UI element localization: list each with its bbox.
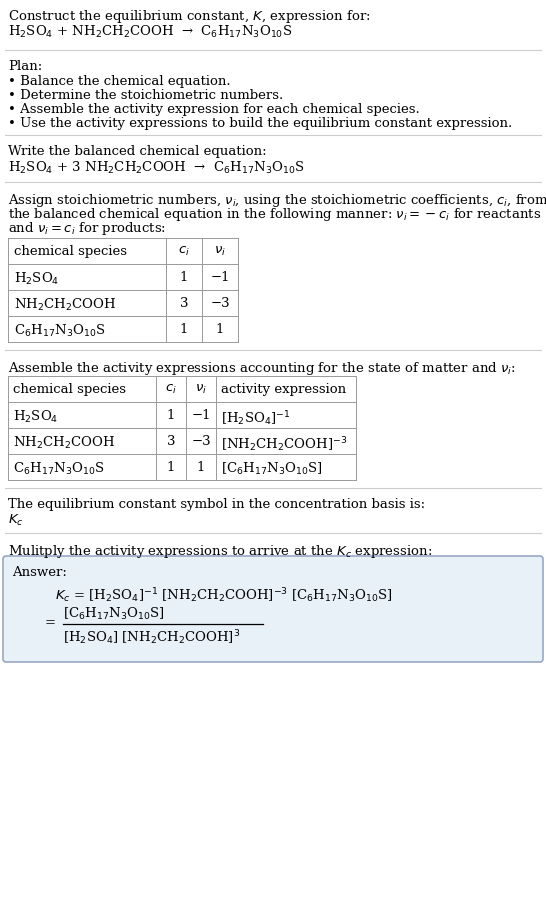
Text: H$_2$SO$_4$ + NH$_2$CH$_2$COOH  →  C$_6$H$_{17}$N$_3$O$_{10}$S: H$_2$SO$_4$ + NH$_2$CH$_2$COOH → C$_6$H$… [8, 24, 292, 41]
Text: Answer:: Answer: [12, 566, 67, 579]
Text: $K_c$ = [H$_2$SO$_4$]$^{-1}$ [NH$_2$CH$_2$COOH]$^{-3}$ [C$_6$H$_{17}$N$_3$O$_{10: $K_c$ = [H$_2$SO$_4$]$^{-1}$ [NH$_2$CH$_… [55, 586, 393, 605]
Text: C$_6$H$_{17}$N$_3$O$_{10}$S: C$_6$H$_{17}$N$_3$O$_{10}$S [14, 323, 105, 339]
Text: • Determine the stoichiometric numbers.: • Determine the stoichiometric numbers. [8, 89, 283, 102]
Text: [C$_6$H$_{17}$N$_3$O$_{10}$S]: [C$_6$H$_{17}$N$_3$O$_{10}$S] [63, 606, 165, 622]
Text: [NH$_2$CH$_2$COOH]$^{-3}$: [NH$_2$CH$_2$COOH]$^{-3}$ [221, 435, 347, 454]
Text: Plan:: Plan: [8, 60, 42, 73]
Text: The equilibrium constant symbol in the concentration basis is:: The equilibrium constant symbol in the c… [8, 498, 425, 511]
Text: 1: 1 [167, 461, 175, 474]
Text: [C$_6$H$_{17}$N$_3$O$_{10}$S]: [C$_6$H$_{17}$N$_3$O$_{10}$S] [221, 461, 323, 477]
Text: =: = [45, 616, 56, 629]
Text: NH$_2$CH$_2$COOH: NH$_2$CH$_2$COOH [14, 297, 116, 313]
Text: −1: −1 [191, 409, 211, 422]
Text: Mulitply the activity expressions to arrive at the $K_c$ expression:: Mulitply the activity expressions to arr… [8, 543, 432, 560]
Text: chemical species: chemical species [13, 383, 126, 396]
Text: 1: 1 [180, 271, 188, 284]
Text: 3: 3 [167, 435, 175, 448]
Text: the balanced chemical equation in the following manner: $\nu_i = -c_i$ for react: the balanced chemical equation in the fo… [8, 206, 541, 223]
Text: [H$_2$SO$_4$] [NH$_2$CH$_2$COOH]$^3$: [H$_2$SO$_4$] [NH$_2$CH$_2$COOH]$^3$ [63, 628, 240, 647]
Text: H$_2$SO$_4$: H$_2$SO$_4$ [13, 409, 58, 426]
Text: $\nu_i$: $\nu_i$ [214, 245, 226, 258]
Text: 1: 1 [197, 461, 205, 474]
FancyBboxPatch shape [3, 556, 543, 662]
Text: • Assemble the activity expression for each chemical species.: • Assemble the activity expression for e… [8, 103, 420, 116]
Text: $c_i$: $c_i$ [178, 245, 190, 258]
Text: $K_c$: $K_c$ [8, 513, 23, 528]
Text: $\nu_i$: $\nu_i$ [195, 383, 207, 396]
Text: • Balance the chemical equation.: • Balance the chemical equation. [8, 75, 230, 88]
Text: activity expression: activity expression [221, 383, 346, 396]
Text: 1: 1 [216, 323, 224, 336]
Text: 1: 1 [180, 323, 188, 336]
Text: chemical species: chemical species [14, 245, 127, 258]
Text: [H$_2$SO$_4$]$^{-1}$: [H$_2$SO$_4$]$^{-1}$ [221, 409, 290, 427]
Text: NH$_2$CH$_2$COOH: NH$_2$CH$_2$COOH [13, 435, 115, 451]
Text: Assign stoichiometric numbers, $\nu_i$, using the stoichiometric coefficients, $: Assign stoichiometric numbers, $\nu_i$, … [8, 192, 546, 209]
Text: 3: 3 [180, 297, 188, 310]
Text: H$_2$SO$_4$: H$_2$SO$_4$ [14, 271, 60, 287]
Text: H$_2$SO$_4$ + 3 NH$_2$CH$_2$COOH  →  C$_6$H$_{17}$N$_3$O$_{10}$S: H$_2$SO$_4$ + 3 NH$_2$CH$_2$COOH → C$_6$… [8, 160, 305, 176]
Text: Assemble the activity expressions accounting for the state of matter and $\nu_i$: Assemble the activity expressions accoun… [8, 360, 516, 377]
Text: −1: −1 [210, 271, 230, 284]
Text: −3: −3 [191, 435, 211, 448]
Text: $c_i$: $c_i$ [165, 383, 177, 396]
Text: Write the balanced chemical equation:: Write the balanced chemical equation: [8, 145, 266, 158]
Text: Construct the equilibrium constant, $K$, expression for:: Construct the equilibrium constant, $K$,… [8, 8, 371, 25]
Text: 1: 1 [167, 409, 175, 422]
Text: and $\nu_i = c_i$ for products:: and $\nu_i = c_i$ for products: [8, 220, 166, 237]
Text: −3: −3 [210, 297, 230, 310]
Text: • Use the activity expressions to build the equilibrium constant expression.: • Use the activity expressions to build … [8, 117, 512, 130]
Text: C$_6$H$_{17}$N$_3$O$_{10}$S: C$_6$H$_{17}$N$_3$O$_{10}$S [13, 461, 105, 477]
